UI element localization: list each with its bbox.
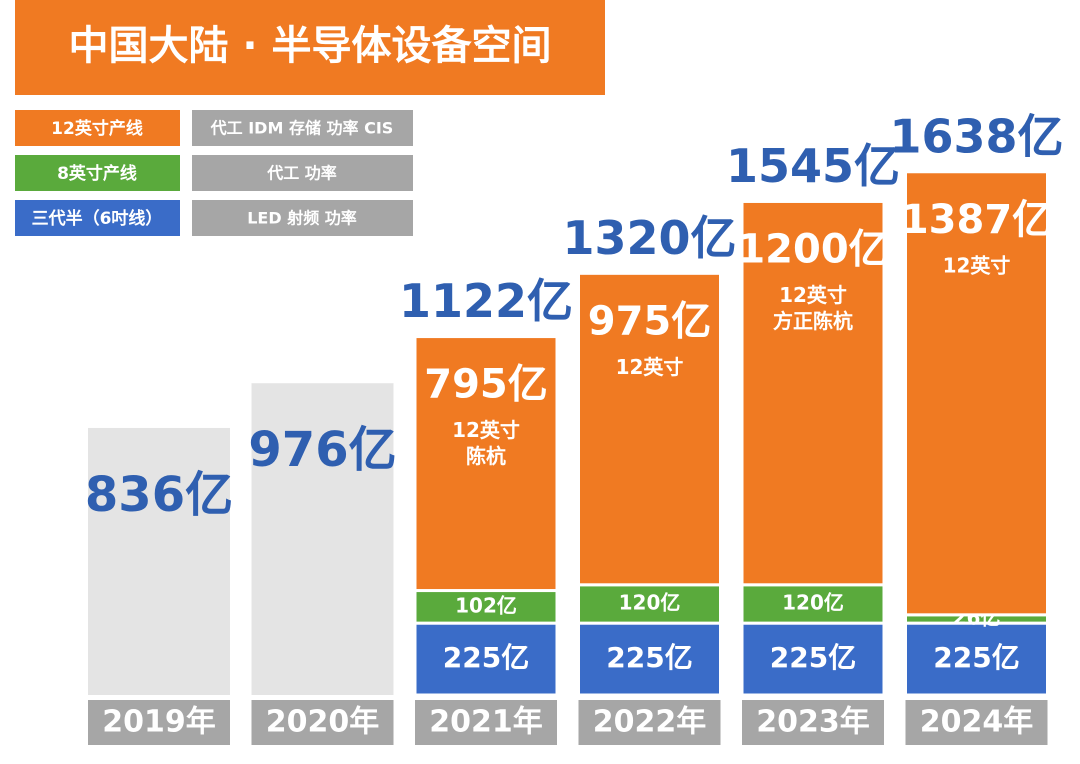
year-box (251, 700, 394, 745)
bar-segment (413, 335, 559, 593)
x-tick-label: 2024年 (920, 705, 1034, 740)
x-tick-label: 2021年 (429, 705, 543, 740)
segment-label: 225亿 (770, 641, 856, 674)
total-bar (251, 383, 394, 695)
bar-segment (577, 621, 722, 697)
segment-label: 120亿 (619, 590, 681, 614)
segment-note: 12英寸 (452, 418, 520, 442)
bar-segment (904, 621, 1049, 697)
legend-desc: 代工 功率 (266, 164, 337, 183)
year-box (88, 700, 230, 745)
segment-note: 方正陈杭 (773, 309, 853, 333)
title-box (15, 0, 605, 95)
segment-label: 975亿 (588, 298, 712, 344)
x-tick-label: 2022年 (593, 705, 707, 740)
total-label: 976亿 (248, 422, 396, 478)
x-tick-label: 2019年 (102, 705, 216, 740)
total-label: 1638亿 (889, 109, 1063, 163)
legend-desc: 代工 IDM 存储 功率 CIS (210, 119, 394, 138)
bar-segment (577, 271, 722, 587)
legend-label: 三代半（6吋线） (32, 208, 163, 229)
segment-label: 102亿 (455, 593, 517, 617)
x-tick-label: 2020年 (266, 705, 380, 740)
total-label: 1545亿 (726, 139, 900, 193)
bar-segment (740, 621, 886, 697)
legend-swatch (15, 155, 180, 191)
bar-segment (740, 583, 886, 625)
segment-label: 225亿 (443, 641, 529, 674)
legend-swatch (15, 110, 180, 146)
total-label: 1122亿 (399, 274, 573, 328)
total-label: 836亿 (85, 467, 233, 523)
segment-label: 1200亿 (737, 226, 888, 272)
year-box (578, 700, 721, 745)
legend-desc-box (192, 110, 413, 146)
segment-note: 12英寸 (943, 253, 1011, 277)
legend-desc-box (192, 200, 413, 236)
segment-label: 225亿 (933, 641, 1019, 674)
total-label: 1320亿 (562, 211, 736, 265)
x-tick-label: 2023年 (756, 705, 870, 740)
segment-label: 1387亿 (901, 197, 1052, 243)
year-box (415, 700, 557, 745)
segment-note: 陈杭 (466, 444, 506, 468)
segment-note: 12英寸 (616, 355, 684, 379)
legend-desc: LED 射频 功率 (247, 209, 357, 228)
chart-title: 中国大陆 · 半导体设备空间 (68, 23, 551, 69)
bar-segment (904, 170, 1049, 617)
legend-label: 8英寸产线 (57, 163, 137, 184)
year-box (742, 700, 884, 745)
segment-label: 795亿 (424, 362, 548, 408)
legend-label: 12英寸产线 (51, 118, 143, 139)
segment-note: 12英寸 (779, 283, 847, 307)
legend-swatch (15, 200, 180, 236)
year-box (905, 700, 1048, 745)
bar-segment (413, 621, 559, 697)
total-bar (88, 427, 230, 695)
segment-label: 225亿 (606, 641, 692, 674)
legend-desc-box (192, 155, 413, 191)
bar-segment (413, 589, 559, 625)
bar-segment (740, 199, 886, 587)
segment-label: 120亿 (782, 590, 844, 614)
